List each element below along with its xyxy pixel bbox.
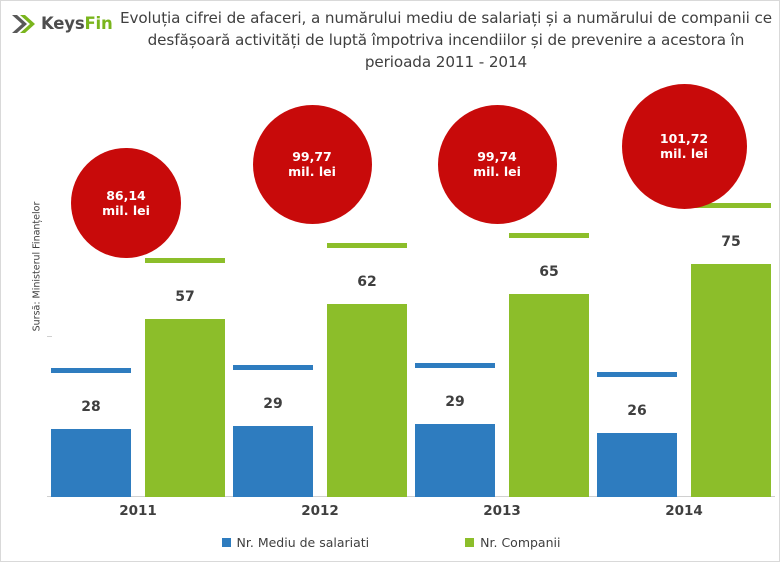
employees-bar-rect [597, 433, 677, 497]
logo-wordmark: KeysFin [41, 13, 113, 33]
turnover-bubble: 86,14 mil. lei [71, 148, 181, 258]
logo-wordmark-fin: Fin [84, 13, 113, 33]
x-axis-label: 2012 [301, 503, 339, 519]
legend-item[interactable]: Nr. Companii [465, 535, 560, 550]
employees-bar-value-label: 26 [627, 403, 647, 419]
employees-bar-cap-line [597, 372, 677, 377]
employees-bar-value-label: 29 [445, 394, 465, 410]
employees-bar-value-label: 29 [263, 396, 283, 412]
companies-bar: 57 [145, 253, 225, 497]
x-axis-label: 2011 [119, 503, 157, 519]
turnover-bubble: 101,72 mil. lei [621, 83, 747, 209]
companies-bar-cap-line [145, 258, 225, 263]
source-label: Sursă: Ministerul Finanțelor [31, 201, 43, 332]
companies-bar-value-label: 65 [539, 264, 559, 280]
companies-bar-rect [327, 304, 407, 497]
employees-bar: 26 [597, 367, 677, 497]
turnover-bubble-unit: mil. lei [660, 146, 708, 161]
employees-bar-value-label: 28 [81, 399, 101, 415]
companies-bar-value-label: 57 [175, 289, 195, 305]
turnover-bubble-unit: mil. lei [102, 203, 150, 218]
legend-swatch-icon [465, 538, 475, 547]
turnover-bubble-value: 99,77 [292, 149, 332, 164]
chevron-logo-icon [11, 13, 37, 35]
employees-bar-cap-line [51, 368, 131, 373]
x-axis-label: 2013 [483, 503, 521, 519]
turnover-bubble-value: 101,72 [659, 131, 709, 146]
chart-title: Evoluția cifrei de afaceri, a numărului … [119, 9, 773, 71]
companies-bar-rect [691, 264, 771, 497]
employees-bar: 28 [51, 363, 131, 497]
companies-bar-cap-line [509, 233, 589, 238]
x-axis-line [47, 496, 775, 497]
companies-bar-cap-line [691, 203, 771, 208]
employees-bar: 29 [233, 360, 313, 497]
companies-bar: 75 [691, 198, 771, 497]
logo-wordmark-keys: Keys [41, 13, 85, 33]
employees-bar-cap-line [233, 365, 313, 370]
y-axis-tick [47, 336, 52, 337]
turnover-bubble-value: 99,74 [477, 149, 517, 164]
employees-bar-cap-line [415, 363, 495, 368]
companies-bar: 65 [509, 228, 589, 497]
employees-bar-rect [51, 429, 131, 497]
turnover-bubble: 99,77 mil. lei [252, 104, 372, 224]
x-axis-label: 2014 [665, 503, 703, 519]
companies-bar-cap-line [327, 243, 407, 248]
companies-bar-rect [145, 319, 225, 497]
legend-swatch-icon [221, 538, 231, 547]
plot-area: 28 57 29 62 29 65 26 75 2011 2012 2013 2014 [47, 85, 775, 519]
employees-bar-rect [415, 424, 495, 497]
turnover-bubble-value: 86,14 [106, 188, 146, 203]
legend-label: Nr. Mediu de salariati [236, 535, 370, 550]
companies-bar: 62 [327, 238, 407, 497]
companies-bar-rect [509, 294, 589, 497]
chart-legend: Nr. Mediu de salariati Nr. Companii [1, 535, 779, 550]
employees-bar-rect [233, 426, 313, 497]
turnover-bubble-unit: mil. lei [288, 164, 336, 179]
turnover-bubble: 99,74 mil. lei [437, 104, 557, 224]
companies-bar-value-label: 62 [357, 274, 377, 290]
employees-bar: 29 [415, 358, 495, 497]
keysfin-logo: KeysFin [11, 11, 119, 37]
legend-label: Nr. Companii [480, 535, 561, 550]
companies-bar-value-label: 75 [721, 234, 741, 250]
turnover-bubble-unit: mil. lei [473, 164, 521, 179]
legend-item[interactable]: Nr. Mediu de salariati [221, 535, 370, 550]
